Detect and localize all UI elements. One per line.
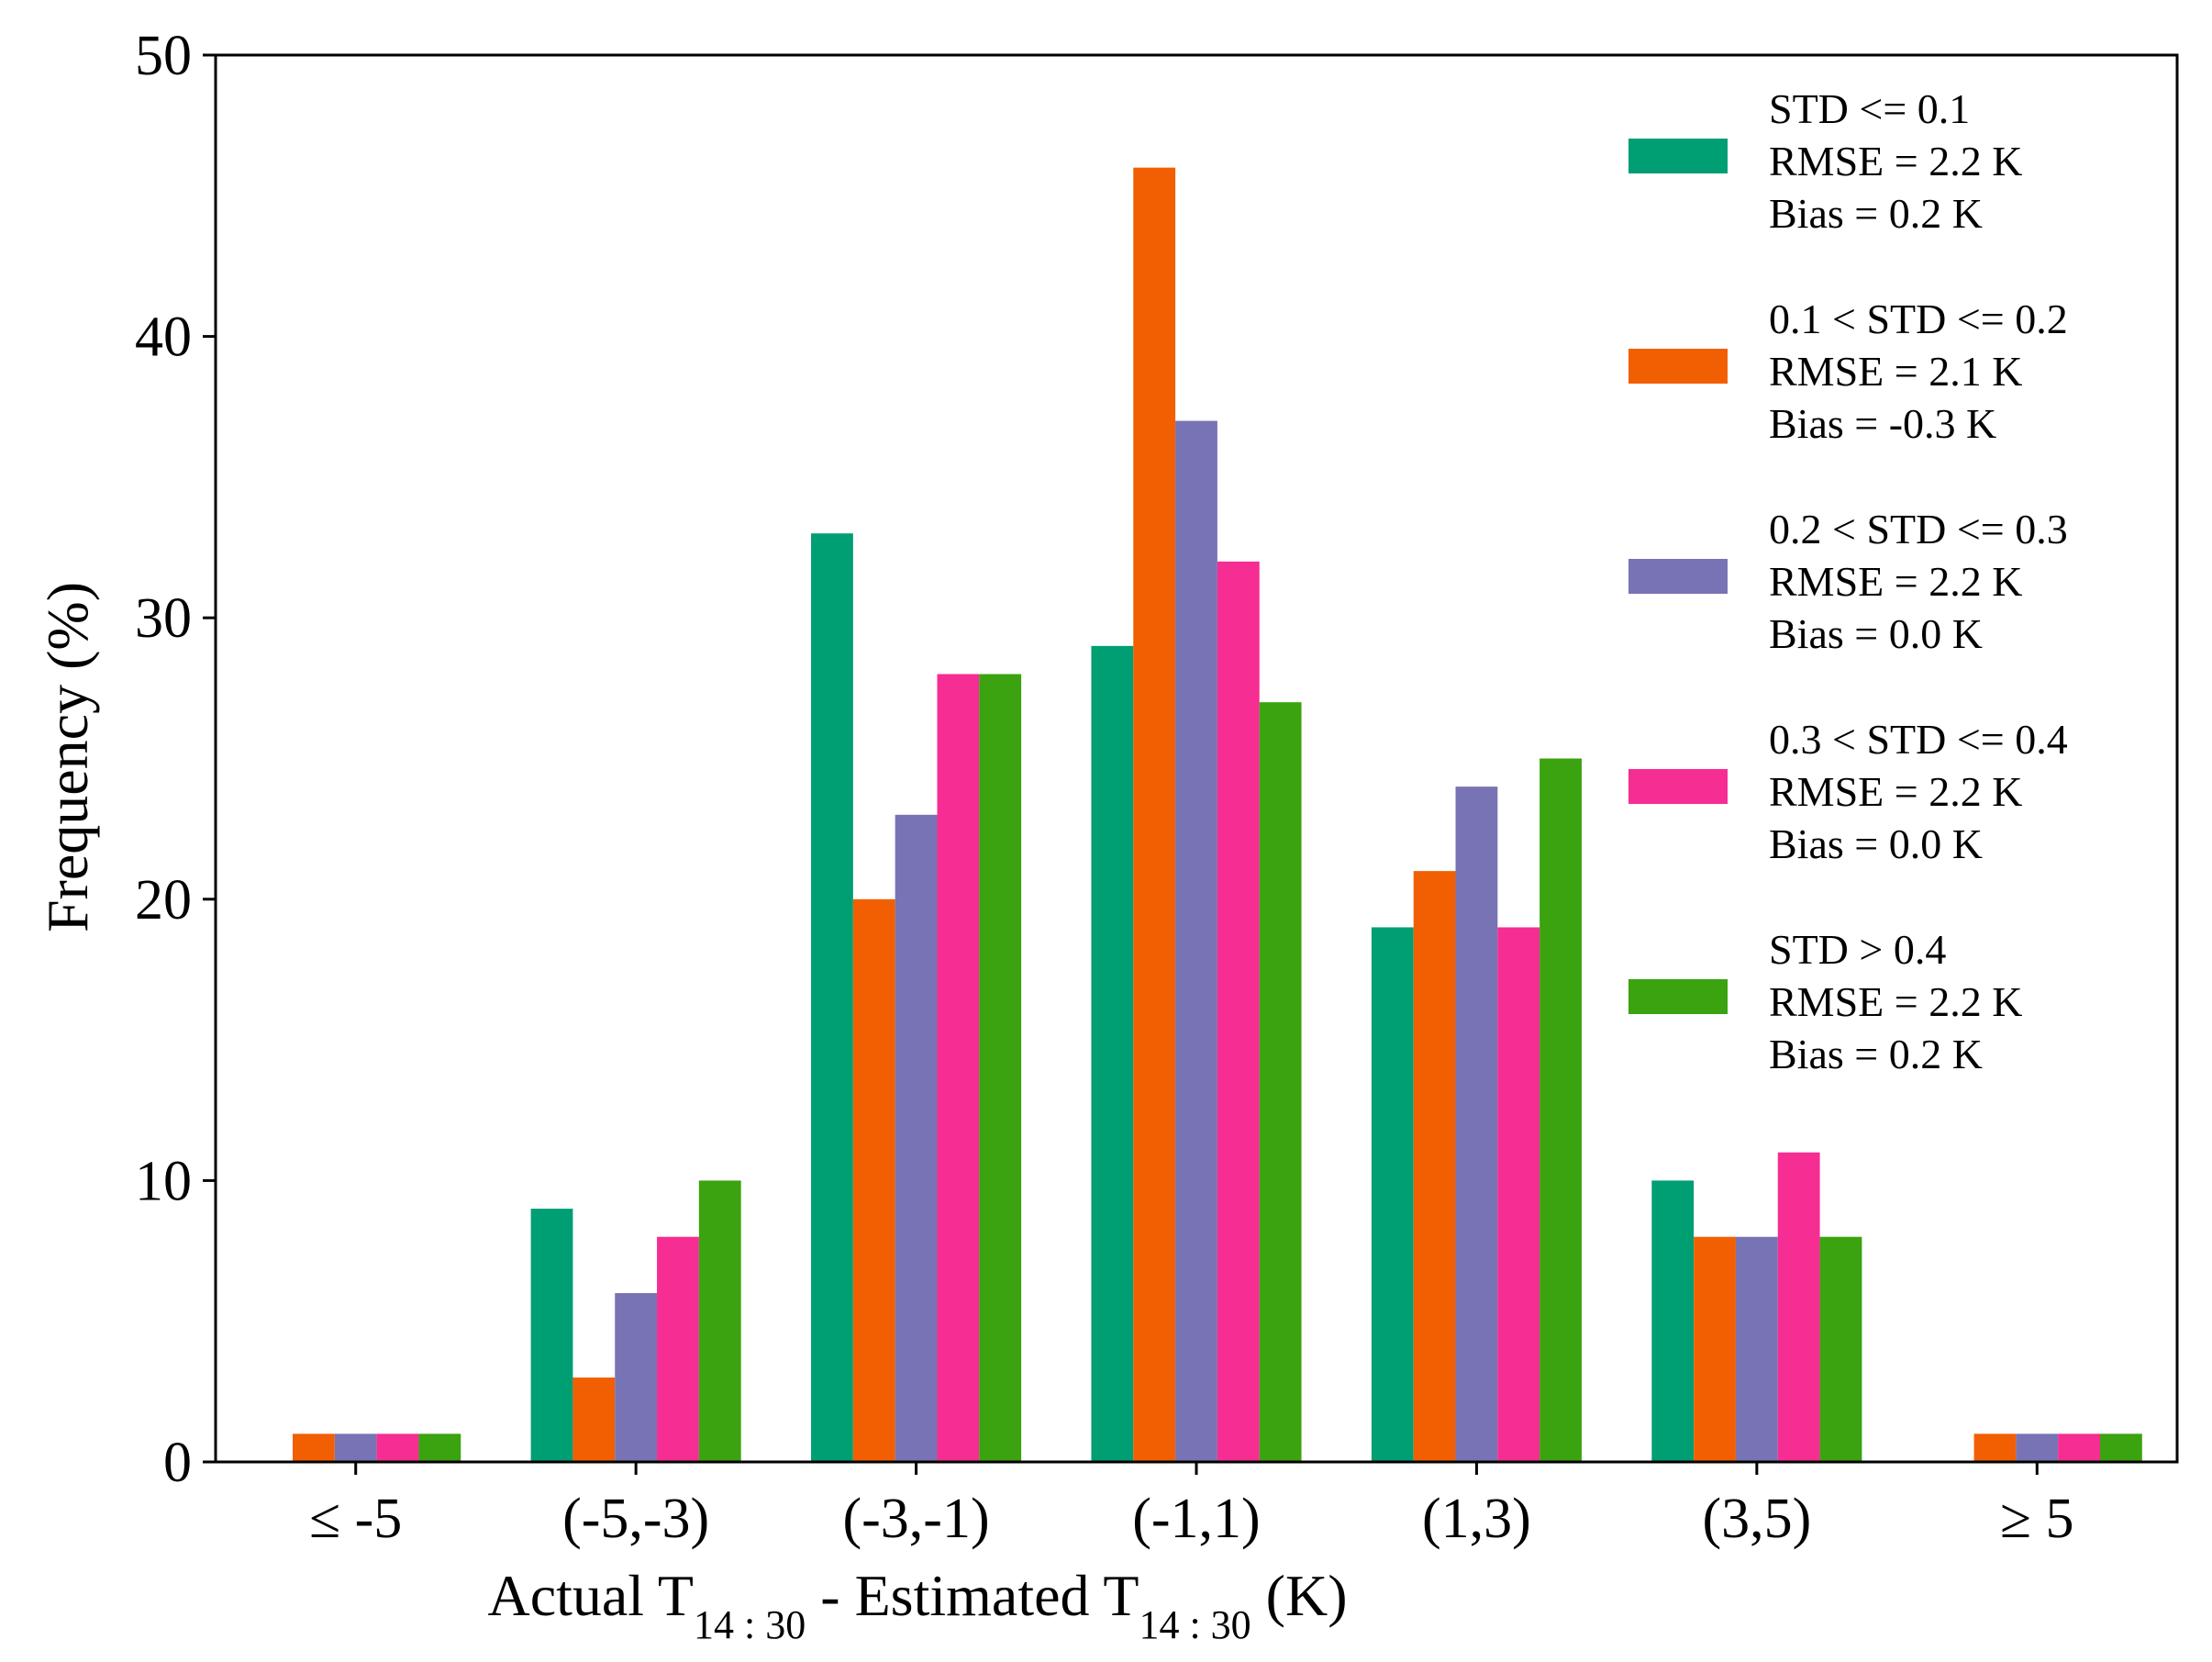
legend: STD <= 0.1 RMSE = 2.2 K Bias = 0.2 K 0.1 < … [1628,85,2068,1077]
bar [1133,167,1176,1462]
bar [2016,1433,2059,1462]
bar [292,1433,335,1462]
bar [852,898,895,1462]
legend-entry-text: RMSE = 2.2 K [1769,768,2022,815]
legend-entry-text: Bias = 0.0 K [1769,820,1983,867]
legend-entry-text: STD > 0.4 [1769,926,1946,973]
bar [1091,645,1134,1462]
legend-entry-text: RMSE = 2.2 K [1769,558,2022,605]
legend-entry-text: 0.3 < STD <= 0.4 [1769,716,2068,763]
bar [1651,1180,1695,1462]
bar [530,1209,573,1462]
y-tick-label: 40 [135,307,192,369]
x-tick-label: ≤ -5 [309,1488,402,1550]
bar [657,1236,699,1462]
x-axis-label: Actual T14 : 30 - Estimated T14 : 30 (K) [487,1563,1347,1647]
bar [2058,1433,2100,1462]
bar [1540,758,1582,1462]
bar [937,674,980,1462]
x-label-text: Actual T [487,1563,694,1628]
bar [979,674,1022,1462]
y-tick-label: 50 [135,25,192,87]
bar [2100,1433,2142,1462]
y-tick-label: 30 [135,587,192,650]
x-tick-label: (-3,-1) [843,1488,990,1550]
bar [1413,871,1456,1462]
legend-entry-text: RMSE = 2.1 K [1769,348,2022,395]
legend-entry-text: RMSE = 2.2 K [1769,978,2022,1025]
y-tick-label: 0 [163,1432,192,1494]
legend-swatch [1628,769,1728,804]
y-axis-label: Frequency (%) [35,582,100,932]
bar [1694,1236,1736,1462]
bar [418,1433,461,1462]
x-axis: ≤ -5 (-5,-3) (-3,-1) (-1,1) (1,3) (3,5) ≥ 5 [309,1462,2074,1550]
bar [1497,927,1540,1462]
bar [1455,786,1498,1462]
bar [1819,1236,1862,1462]
bar [615,1293,658,1462]
x-tick-label: (3,5) [1702,1488,1811,1550]
bar [1735,1236,1778,1462]
legend-entry-text: Bias = 0.2 K [1769,190,1983,237]
legend-swatch [1628,139,1728,173]
legend-entry-text: STD <= 0.1 [1769,85,1970,132]
bar [698,1180,741,1462]
bar [811,533,853,1462]
bar [1175,420,1217,1463]
bar [1777,1152,1820,1462]
bar [334,1433,377,1462]
x-tick-label: (1,3) [1422,1488,1531,1550]
y-axis: 0 10 20 30 40 50 [135,25,216,1494]
legend-entry-text: Bias = 0.0 K [1769,610,1983,657]
legend-entry-text: Bias = 0.2 K [1769,1031,1983,1077]
bar [572,1378,616,1462]
bars-group [292,167,2142,1463]
x-label-subscript: 14 : 30 [694,1602,806,1647]
bar [1973,1433,2017,1462]
legend-entry-text: RMSE = 2.2 K [1769,138,2022,184]
bar [376,1433,419,1462]
x-label-text: - Estimated T [806,1563,1139,1628]
x-tick-label: (-5,-3) [562,1488,709,1550]
legend-swatch [1628,979,1728,1014]
x-label-subscript: 14 : 30 [1139,1602,1251,1647]
bar [1371,927,1414,1462]
x-tick-label: (-1,1) [1132,1488,1260,1550]
bar [1259,702,1302,1462]
y-tick-label: 20 [135,869,192,931]
legend-swatch [1628,559,1728,594]
x-label-text: (K) [1251,1563,1348,1628]
bar [1217,561,1260,1462]
bar [895,814,938,1462]
x-tick-label: ≥ 5 [2000,1488,2074,1550]
legend-entry-text: 0.2 < STD <= 0.3 [1769,506,2068,552]
legend-entry-text: 0.1 < STD <= 0.2 [1769,296,2068,342]
y-tick-label: 10 [135,1150,192,1212]
legend-entry-text: Bias = -0.3 K [1769,400,1996,447]
legend-swatch [1628,349,1728,384]
